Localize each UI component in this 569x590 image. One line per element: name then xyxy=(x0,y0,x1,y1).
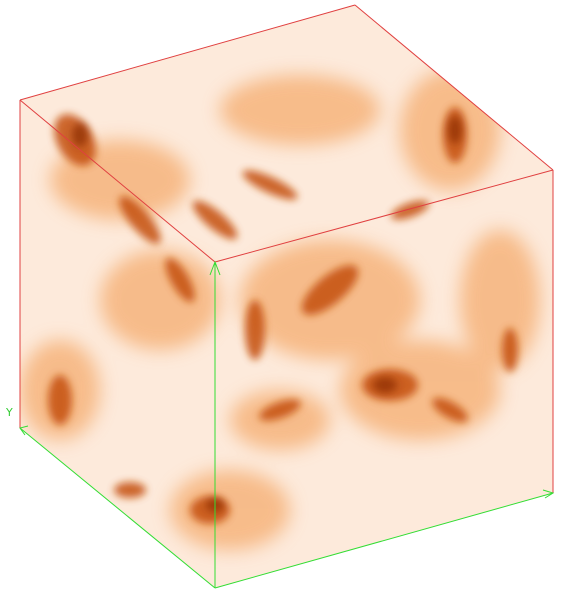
volume xyxy=(20,5,553,588)
page: {"axes": {"y_label": "Y"}} xyxy=(0,0,569,590)
y-axis-label: Y xyxy=(5,406,13,419)
volume-render-view: Y xyxy=(0,0,569,590)
